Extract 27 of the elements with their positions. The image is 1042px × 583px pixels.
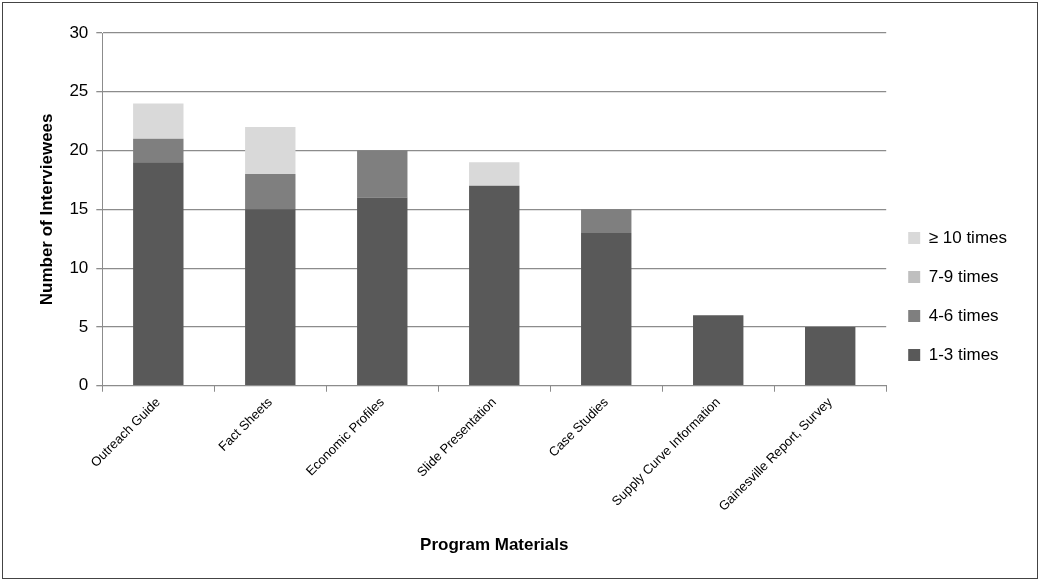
bar (805, 326, 856, 386)
y-tick-label: 25 (69, 81, 89, 101)
bar (245, 174, 296, 210)
bar (357, 197, 408, 386)
legend-label: 4-6 times (928, 305, 999, 325)
y-tick-label: 5 (78, 316, 89, 336)
bar (133, 103, 184, 139)
bar (469, 162, 520, 186)
y-tick-label: 0 (78, 375, 89, 395)
bar (133, 162, 184, 386)
bar (581, 209, 632, 233)
legend-label: ≥ 10 times (928, 227, 1008, 247)
y-axis-title: Number of Interviewees (36, 113, 56, 306)
bar (357, 150, 408, 198)
bar (245, 127, 296, 175)
legend-label: 7-9 times (928, 266, 999, 286)
bar (693, 315, 744, 386)
y-tick-label: 20 (69, 140, 89, 160)
y-tick-label: 15 (69, 199, 89, 219)
x-axis-title: Program Materials (420, 535, 569, 555)
y-tick-label: 30 (69, 22, 89, 42)
bar (133, 138, 184, 163)
y-tick-label: 10 (69, 257, 89, 277)
legend-label: 1-3 times (928, 344, 999, 364)
bar (581, 232, 632, 386)
bar (469, 185, 520, 386)
bar (245, 209, 296, 386)
